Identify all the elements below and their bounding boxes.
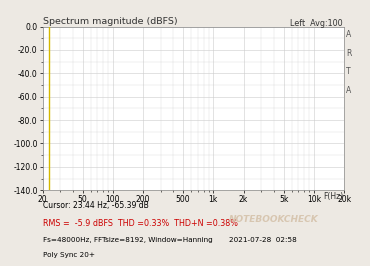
Text: Left  Avg:100: Left Avg:100 <box>290 19 342 28</box>
Text: Fs=48000Hz, FFTsize=8192, Window=Hanning: Fs=48000Hz, FFTsize=8192, Window=Hanning <box>43 237 212 243</box>
Text: A: A <box>346 30 351 39</box>
Text: RMS =  -5.9 dBFS  THD =0.33%  THD+N =0.38%: RMS = -5.9 dBFS THD =0.33% THD+N =0.38% <box>43 219 238 228</box>
Text: Cursor: 23.44 Hz, -65.39 dB: Cursor: 23.44 Hz, -65.39 dB <box>43 201 148 210</box>
Text: 2021-07-28  02:58: 2021-07-28 02:58 <box>229 237 297 243</box>
Text: A: A <box>346 86 351 95</box>
Text: T: T <box>346 67 351 76</box>
Text: R: R <box>346 49 352 58</box>
Text: NOTEBOOKCHECK: NOTEBOOKCHECK <box>229 215 319 225</box>
Text: F(Hz): F(Hz) <box>323 192 343 201</box>
Text: Poly Sync 20+: Poly Sync 20+ <box>43 252 95 258</box>
Text: Spectrum magnitude (dBFS): Spectrum magnitude (dBFS) <box>43 17 177 26</box>
